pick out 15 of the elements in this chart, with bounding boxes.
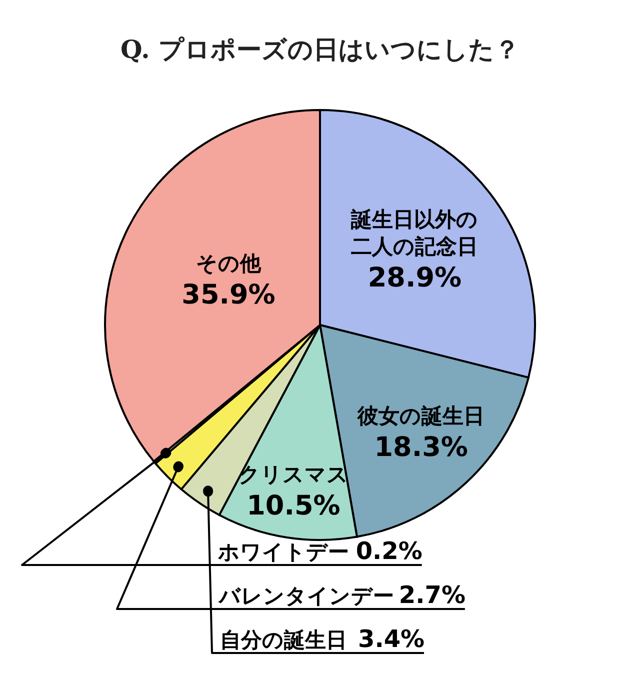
data-label: 35.9% — [182, 280, 276, 311]
chart-title: Q. プロポーズの日はいつにした？ — [120, 35, 520, 64]
slice-label: 彼女の誕生日 — [356, 404, 485, 428]
data-label: 18.3% — [374, 432, 468, 463]
data-label: 2.7% — [398, 581, 466, 609]
slice-label: 自分の誕生日 — [220, 628, 347, 652]
data-label: 0.2% — [356, 537, 422, 565]
data-label: 10.5% — [246, 490, 340, 522]
slice-label: バレンタインデー — [218, 584, 394, 608]
slice-label: その他 — [196, 252, 262, 276]
slice-label: 誕生日以外の二人の記念日 — [350, 208, 478, 259]
slice-label: ホワイトデー — [216, 540, 349, 564]
data-label: 3.4% — [358, 625, 425, 653]
data-label: 28.9% — [368, 262, 462, 294]
slice-label: クリスマス — [238, 462, 348, 486]
